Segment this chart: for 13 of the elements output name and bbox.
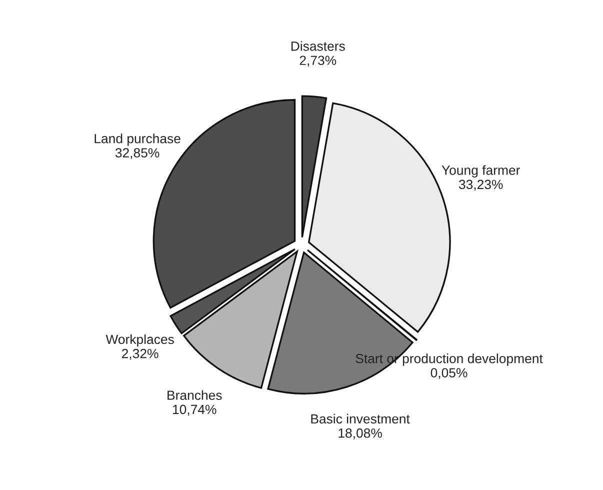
- data-label: 18,08%: [338, 428, 382, 440]
- data-label: 10,74%: [173, 404, 216, 416]
- data-label: 0,05%: [430, 368, 468, 380]
- slice-label: Land purchase: [94, 134, 180, 146]
- slice-label: Disasters: [291, 41, 345, 51]
- slice-label: Workplaces: [106, 334, 174, 347]
- data-label: 2,73%: [300, 56, 336, 67]
- data-label: 32,85%: [115, 148, 160, 160]
- slice-label: Branches: [168, 390, 222, 400]
- slice-label: Basic investment: [311, 414, 410, 424]
- slice-label: Young farmer: [442, 165, 520, 178]
- data-label: 33,23%: [458, 180, 503, 191]
- data-label: 2,32%: [122, 348, 158, 360]
